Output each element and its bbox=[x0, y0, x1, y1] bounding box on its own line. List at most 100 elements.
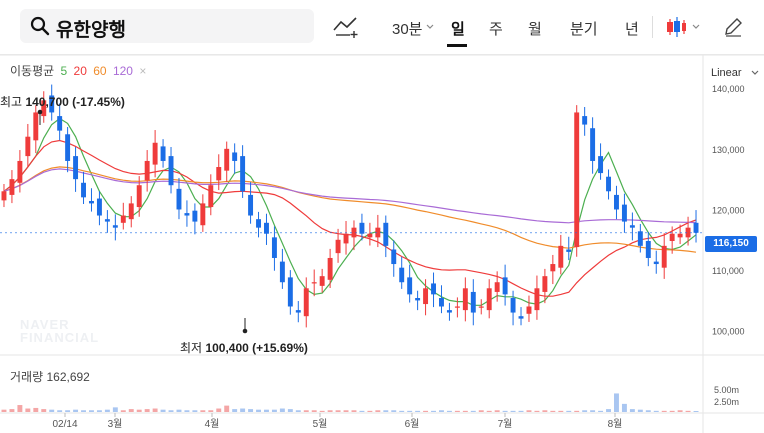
candle bbox=[375, 214, 381, 248]
candle-body bbox=[41, 100, 47, 117]
volume-bar bbox=[367, 410, 373, 412]
search-box[interactable]: 유한양행 bbox=[20, 9, 314, 43]
candle bbox=[120, 202, 126, 230]
candle-body bbox=[407, 277, 413, 295]
candle bbox=[510, 290, 516, 326]
tab-period-year[interactable]: 년 bbox=[625, 21, 639, 38]
volume-bar bbox=[685, 410, 691, 412]
candle-body bbox=[383, 222, 389, 246]
volume-bar bbox=[303, 410, 309, 412]
ma-period-60: 60 bbox=[93, 64, 107, 78]
candle-body bbox=[160, 146, 166, 161]
volume-bar bbox=[104, 409, 110, 412]
candle-body bbox=[415, 298, 421, 301]
candle bbox=[669, 226, 675, 254]
volume-bar bbox=[462, 410, 468, 412]
volume-bar bbox=[65, 410, 71, 412]
moving-average-line-120 bbox=[3, 168, 697, 224]
candle bbox=[335, 228, 341, 263]
volume-bar bbox=[152, 408, 158, 412]
candle-body bbox=[431, 283, 436, 295]
candle bbox=[152, 130, 158, 178]
candle bbox=[136, 176, 142, 217]
tab-period-month[interactable]: 월 bbox=[528, 21, 542, 38]
candle-body bbox=[295, 310, 301, 313]
candle-body bbox=[542, 276, 548, 292]
tab-period-week[interactable]: 주 bbox=[489, 21, 503, 38]
candle-body bbox=[112, 225, 118, 228]
candle-body bbox=[81, 182, 86, 198]
candle-body bbox=[279, 261, 285, 283]
candle-body bbox=[518, 316, 524, 319]
tab-period-quarter[interactable]: 분기 bbox=[570, 21, 598, 38]
candle bbox=[73, 147, 79, 192]
volume-bar bbox=[375, 410, 381, 412]
candle-body bbox=[629, 225, 635, 228]
candle-body bbox=[637, 231, 643, 246]
close-icon[interactable]: × bbox=[139, 64, 147, 78]
pencil-icon[interactable] bbox=[723, 17, 743, 37]
candle bbox=[598, 143, 604, 180]
interval-select[interactable]: 30분 bbox=[392, 21, 423, 38]
volume-bar bbox=[661, 410, 667, 412]
moving-average-legend[interactable]: 이동평균 5 20 60 120 × bbox=[10, 62, 149, 79]
volume-bar bbox=[335, 410, 341, 412]
volume-bar bbox=[526, 410, 532, 412]
volume-bar bbox=[645, 410, 651, 412]
moving-average-line-5 bbox=[3, 117, 697, 306]
candle-body bbox=[375, 227, 381, 238]
candle-body bbox=[49, 95, 55, 113]
candle bbox=[184, 200, 190, 227]
candle-body bbox=[303, 288, 309, 317]
low-value: 100,400 bbox=[205, 341, 249, 355]
chart-toolbar: 유한양행 30분 일 주 월 분기 년 bbox=[0, 0, 764, 55]
candle-body bbox=[391, 249, 397, 265]
volume-bar bbox=[41, 409, 47, 412]
chevron-down-icon[interactable] bbox=[426, 24, 434, 30]
candle bbox=[295, 301, 301, 323]
volume-tick-label: 2.50m bbox=[714, 397, 739, 407]
candle-body bbox=[462, 288, 468, 311]
ma-legend-label: 이동평균 bbox=[10, 64, 55, 78]
chart-type-chevron-icon[interactable] bbox=[692, 24, 700, 30]
candle-body bbox=[470, 291, 476, 313]
tab-period-day[interactable]: 일 bbox=[451, 21, 465, 38]
y-tick-label: 140,000 bbox=[712, 84, 745, 94]
candle-body bbox=[271, 237, 277, 258]
candle bbox=[606, 169, 611, 200]
candle-body bbox=[311, 282, 317, 284]
search-query[interactable]: 유한양행 bbox=[56, 20, 126, 41]
candle bbox=[104, 210, 110, 233]
volume-bar bbox=[669, 410, 675, 412]
candle bbox=[478, 299, 484, 315]
candlestick-icon[interactable] bbox=[665, 16, 687, 38]
candle bbox=[160, 139, 166, 168]
candle bbox=[359, 213, 365, 241]
candle-body bbox=[399, 267, 405, 283]
volume-bar bbox=[120, 410, 126, 412]
volume-bar bbox=[606, 409, 611, 412]
candlestick-chart[interactable]: 140,000 130,000 120,000 110,000 100,000 02/14… bbox=[0, 55, 764, 433]
volume-bar bbox=[494, 410, 500, 412]
volume-tick-label: 5.00m bbox=[714, 385, 739, 395]
watermark-line-1: NAVER bbox=[20, 317, 70, 332]
candle bbox=[96, 191, 102, 226]
candle-body bbox=[335, 239, 341, 254]
volume-bar bbox=[295, 410, 301, 412]
candle bbox=[399, 256, 405, 289]
volume-bar bbox=[248, 409, 254, 412]
candle-body bbox=[176, 188, 182, 210]
candle bbox=[558, 234, 564, 275]
volume-bar bbox=[351, 410, 357, 412]
toolbar-divider bbox=[652, 16, 653, 38]
volume-bar bbox=[470, 410, 476, 412]
watermark-logo: NAVER FINANCIAL bbox=[20, 318, 99, 344]
x-tick-label: 02/14 bbox=[52, 419, 77, 430]
scale-mode-select[interactable]: Linear bbox=[711, 67, 759, 79]
candle-body bbox=[96, 198, 102, 216]
volume-bar bbox=[200, 410, 206, 412]
volume-bar bbox=[311, 410, 317, 412]
draw-line-plus-icon[interactable] bbox=[333, 16, 359, 38]
candle bbox=[574, 105, 580, 257]
volume-bar bbox=[224, 405, 230, 412]
